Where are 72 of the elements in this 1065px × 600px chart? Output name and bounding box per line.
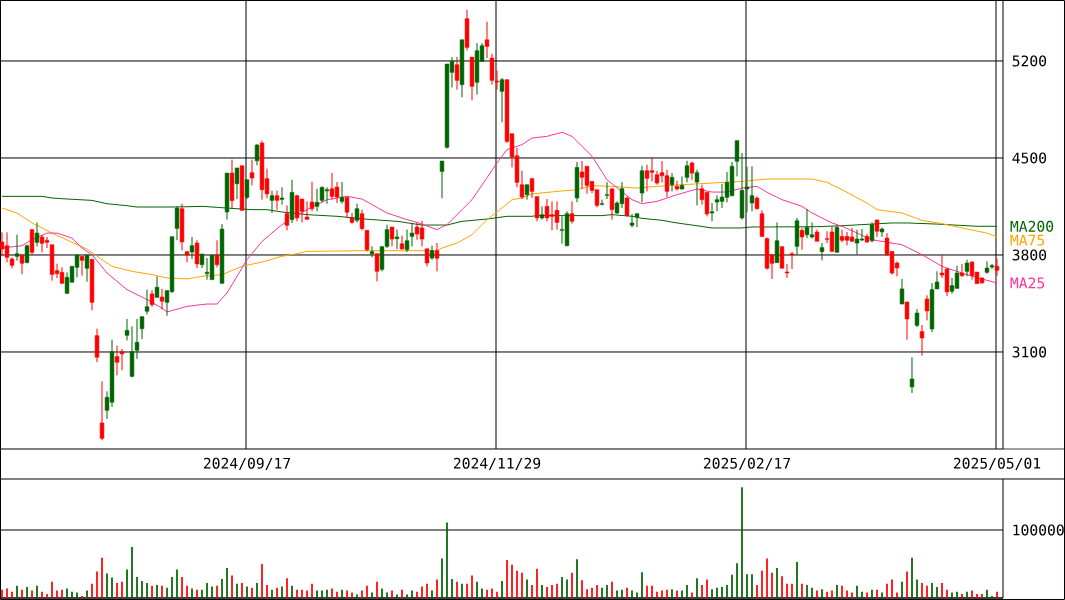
candlestick [499, 77, 505, 123]
candlestick [839, 229, 845, 243]
x-tick-label: 2024/09/17 [203, 457, 291, 470]
candlestick [284, 204, 290, 231]
candlestick [19, 254, 25, 275]
candlestick [609, 188, 615, 221]
candlestick [159, 288, 165, 311]
y-tick-label: 3800 [1012, 249, 1047, 261]
candlestick [274, 190, 280, 211]
candlestick [349, 212, 355, 225]
x-tick-label: 2024/11/29 [453, 457, 541, 470]
candlestick [394, 229, 400, 250]
x-tick-label: 2025/05/01 [953, 457, 1041, 470]
candlestick [434, 242, 440, 272]
candlestick [454, 56, 460, 91]
candlestick [154, 275, 160, 298]
candlestick [569, 200, 575, 225]
series-label: MA25 [1010, 277, 1045, 289]
candlestick [439, 160, 445, 199]
candlestick [374, 253, 380, 282]
candlestick [674, 180, 680, 191]
candlestick [354, 203, 360, 223]
candlestick [309, 181, 315, 212]
candlestick [684, 160, 690, 183]
candlestick [819, 242, 825, 261]
candlestick [539, 205, 545, 221]
candlestick [694, 169, 700, 206]
candlestick [234, 167, 240, 200]
candlestick [94, 328, 100, 363]
candlestick [279, 186, 285, 206]
candlestick [184, 251, 190, 263]
y-tick-label: 5200 [1012, 55, 1047, 67]
x-tick-label: 2025/02/17 [703, 457, 791, 470]
candlestick [919, 324, 925, 357]
candlestick [909, 356, 915, 394]
candlestick [79, 255, 85, 277]
candlestick [339, 181, 345, 205]
candlestick [244, 179, 250, 200]
candlestick [144, 289, 150, 316]
candlestick [34, 221, 40, 247]
y-tick-label: 3100 [1012, 346, 1047, 358]
candlestick [994, 257, 1000, 277]
candlestick [214, 239, 220, 268]
series-label: MA200 [1010, 220, 1054, 232]
candlestick [194, 239, 200, 269]
candlestick [534, 196, 540, 222]
candlestick [914, 308, 920, 328]
candlestick [924, 294, 930, 321]
candlestick [84, 254, 90, 283]
series-label: MA75 [1010, 234, 1045, 246]
candlestick [29, 228, 35, 256]
candlestick [899, 278, 905, 305]
y-tick-label: 100000 [1013, 524, 1064, 536]
candlestick [99, 380, 105, 441]
candlestick [399, 235, 405, 251]
candlestick [249, 159, 255, 186]
candlestick [369, 245, 375, 258]
candlestick [14, 234, 20, 262]
y-tick-label: 4500 [1012, 152, 1047, 164]
candlestick [189, 236, 195, 260]
candlestick [389, 226, 395, 247]
candlestick [639, 165, 645, 203]
candlestick [854, 229, 860, 256]
candlestick [789, 251, 795, 270]
candlestick [604, 181, 610, 200]
candlestick [599, 199, 605, 206]
candlestick [959, 263, 965, 278]
candlestick [669, 172, 675, 192]
candlestick [879, 226, 885, 238]
candlestick [904, 301, 910, 341]
candlestick [709, 202, 715, 222]
candlestick [799, 227, 805, 251]
